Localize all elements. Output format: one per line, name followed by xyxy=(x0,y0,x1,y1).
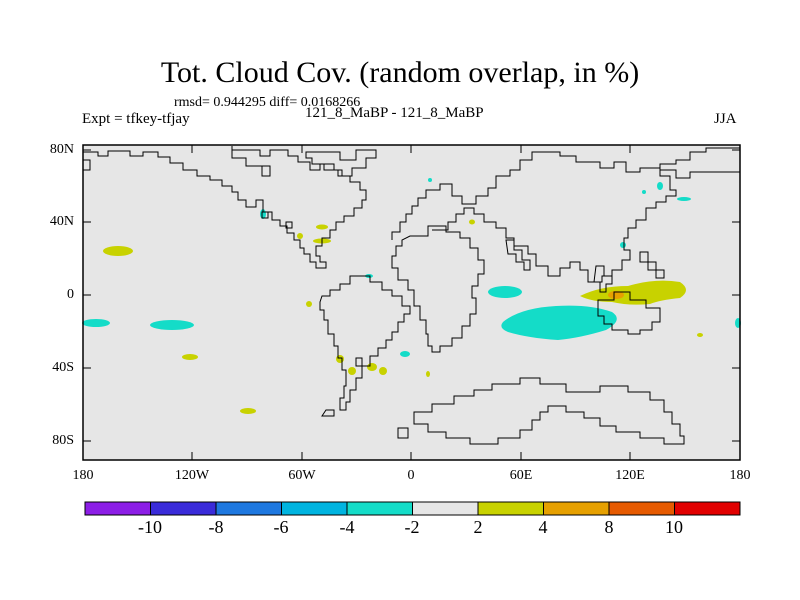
anomaly-patch xyxy=(428,178,432,182)
colorbar-label: 10 xyxy=(665,517,683,537)
axis-ticks xyxy=(82,145,741,460)
colorbar-label: 2 xyxy=(473,517,483,537)
anomaly-patch xyxy=(608,291,624,299)
colorbar-label: -2 xyxy=(404,517,420,537)
colorbar-swatch xyxy=(608,501,675,516)
outline-siberia-east xyxy=(659,147,741,179)
lon-label-180w: 180 xyxy=(72,468,94,483)
negative-anomalies xyxy=(82,178,741,357)
anomaly-patch xyxy=(488,286,522,298)
anomaly-patch xyxy=(306,301,312,307)
anomaly-patch xyxy=(677,197,691,201)
colorbar-swatch xyxy=(412,501,479,516)
colorbar-swatch xyxy=(215,501,282,516)
anomaly-patch xyxy=(103,246,133,256)
anomaly-patch xyxy=(426,371,430,377)
outline-australia xyxy=(597,291,661,335)
season-label: JJA xyxy=(714,111,737,127)
anomaly-patch xyxy=(501,305,617,340)
colorbar-label: 8 xyxy=(604,517,614,537)
anomaly-patch xyxy=(580,280,686,305)
anomaly-patch xyxy=(400,351,410,357)
lon-label-60w: 60W xyxy=(288,468,316,483)
lat-label-40n: 40N xyxy=(49,214,74,229)
outline-greenland xyxy=(305,149,377,177)
outline-alaska xyxy=(83,159,91,171)
colorbar-swatch xyxy=(543,501,610,516)
anomaly-patch xyxy=(367,363,377,371)
anomaly-patch xyxy=(642,190,646,194)
lon-label-60e: 60E xyxy=(509,468,533,483)
outline-south-america xyxy=(319,275,411,411)
lon-label-120w: 120W xyxy=(174,468,210,483)
colorbar-swatch xyxy=(674,501,741,516)
colorbar-swatch xyxy=(281,501,348,516)
colorbar-label: 4 xyxy=(538,517,548,537)
colorbar-label: -10 xyxy=(138,517,162,537)
outline-antarctica xyxy=(321,377,685,445)
outline-europe-asia xyxy=(391,151,677,283)
colorbar-swatch xyxy=(84,501,151,516)
anomaly-patch xyxy=(82,319,110,327)
outline-indochina xyxy=(593,265,613,293)
outline-africa xyxy=(391,225,485,353)
colorbar-swatch xyxy=(150,501,217,516)
center-string: 121_8_MaBP - 121_8_MaBP xyxy=(305,105,484,121)
colorbar-swatch xyxy=(346,501,413,516)
anomaly-patch xyxy=(150,320,194,330)
lon-label-120e: 120E xyxy=(615,468,645,483)
anomaly-patch xyxy=(297,233,303,239)
colorbar-label: -8 xyxy=(208,517,224,537)
experiment-label: Expt = tfkey-tfjay xyxy=(82,111,190,127)
anomaly-patch xyxy=(336,355,344,363)
anomaly-patch xyxy=(657,182,663,190)
anomaly-patch xyxy=(348,367,356,375)
colorbar-swatch xyxy=(477,501,544,516)
lat-label-80n: 80N xyxy=(49,142,74,157)
colorbar-label: -6 xyxy=(273,517,289,537)
anomaly-patch xyxy=(379,367,387,375)
positive-anomalies xyxy=(103,219,703,414)
outline-arctic-strip xyxy=(231,146,271,177)
lat-label-eq: 0 xyxy=(67,287,74,302)
lat-label-80s: 80S xyxy=(52,433,74,448)
anomaly-patch xyxy=(697,333,703,337)
continent-outlines xyxy=(83,146,741,445)
lon-label-0: 0 xyxy=(407,468,415,483)
anomaly-patch xyxy=(240,408,256,414)
anomaly-patch xyxy=(620,242,626,248)
outline-arabia-india xyxy=(505,239,531,271)
plot-title: Tot. Cloud Cov. (random overlap, in %) xyxy=(160,56,640,89)
anomaly-patch xyxy=(469,219,475,225)
colorbar xyxy=(84,501,741,516)
rmsd-diff-text: rmsd= 0.944295 diff= 0.0168266 xyxy=(174,95,361,110)
colorbar-label: -4 xyxy=(339,517,355,537)
anomaly-patch xyxy=(316,224,328,230)
lat-label-40s: 40S xyxy=(52,360,74,375)
outline-pacific-islands xyxy=(261,211,363,367)
outline-japan xyxy=(639,251,665,279)
anomaly-patch xyxy=(182,354,198,360)
lon-label-180e: 180 xyxy=(729,468,751,483)
